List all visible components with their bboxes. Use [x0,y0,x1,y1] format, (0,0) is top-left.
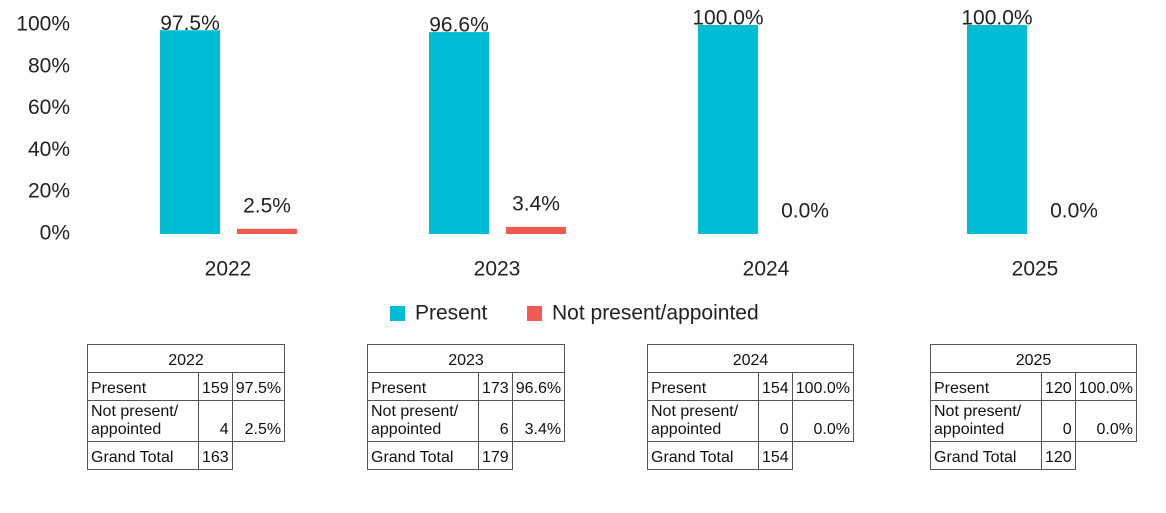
legend-label: Present [415,302,488,325]
row-label: Not present/ appointed [367,400,479,442]
table-cell: 173 [478,372,513,401]
row-label: Present [930,372,1042,401]
chart: 0% 20% 40% 60% 80% 100% 2022 97.5% 2.5% 2023 96.6%… [16,7,1098,325]
row-label: Not present/ appointed [930,400,1042,442]
row-label: Grand Total [87,441,199,470]
table-row: Not present/ appointed 4 2.5% [87,400,286,442]
table-row: Present 173 96.6% [367,372,566,401]
table-title: 2023 [366,344,566,373]
data-label: 0.0% [781,200,829,223]
table-cell: 120 [1041,441,1076,470]
data-label: 2.5% [243,194,291,217]
data-label: 100.0% [692,7,763,30]
table-cell: 96.6% [511,372,566,401]
table-cell: 2.5% [231,400,286,442]
summary-table: 2025 Present 120 100.0% Not present/ appoint… [930,344,1137,470]
table-row: 2022 [86,344,286,373]
data-label: 96.6% [429,14,489,37]
table-row: Present 154 100.0% [647,372,854,401]
table-cell: 154 [758,372,793,401]
legend-swatch [390,306,405,321]
row-label: Present [87,372,199,401]
y-tick-label: 0% [40,222,70,245]
table-row: Grand Total 179 [367,441,565,470]
table-row: Not present/ appointed 0 0.0% [930,400,1137,442]
x-tick-label: 2024 [743,258,790,281]
row-label: Grand Total [647,441,759,470]
table-title: 2022 [86,344,286,373]
table-row: Grand Total 163 [87,441,285,470]
row-label: Not present/ appointed [647,400,759,442]
x-tick-label: 2023 [474,258,521,281]
data-label: 100.0% [961,7,1032,30]
x-tick-label: 2025 [1012,258,1059,281]
bar [967,25,1027,234]
bar [506,226,566,234]
table-cell: 97.5% [231,372,286,401]
table-row: Not present/ appointed 6 3.4% [367,400,566,442]
table-title: 2024 [647,344,854,373]
legend-label: Not present/appointed [552,302,759,325]
table-row: 2024 [647,344,854,373]
y-tick-label: 100% [16,13,70,36]
table-cell: 100.0% [791,372,854,401]
legend-swatch [527,306,542,321]
table-row: Present 159 97.5% [87,372,286,401]
table-cell: 0 [758,400,793,442]
table-cell: 179 [478,441,513,470]
table-title: 2025 [930,344,1137,373]
row-label: Present [647,372,759,401]
y-tick-label: 60% [28,96,70,119]
data-label: 97.5% [160,12,220,35]
table-row: 2023 [366,344,566,373]
table-cell: 120 [1041,372,1076,401]
table-cell: 159 [198,372,233,401]
table-row: 2025 [930,344,1137,373]
table-cell: 154 [758,441,793,470]
table-cell: 100.0% [1074,372,1137,401]
data-label: 3.4% [512,192,560,215]
table-cell: 3.4% [511,400,566,442]
table-row: Not present/ appointed 0 0.0% [647,400,854,442]
row-label: Not present/ appointed [87,400,199,442]
table-row: Grand Total 154 [647,441,854,470]
table-cell: 0.0% [1074,400,1137,442]
table-row: Present 120 100.0% [930,372,1137,401]
table-cell: 4 [198,400,233,442]
bar [698,25,758,234]
table-cell: 163 [198,441,233,470]
bar [429,32,489,234]
summary-table: 2024 Present 154 100.0% Not present/ appoint… [647,344,854,470]
data-label: 0.0% [1050,200,1098,223]
row-label: Grand Total [930,441,1042,470]
y-tick-label: 80% [28,54,70,77]
x-tick-label: 2022 [205,258,252,281]
summary-table: 2022 Present 159 97.5% Not present/ appointe… [86,344,286,470]
y-tick-label: 40% [28,138,70,161]
y-tick-label: 20% [28,180,70,203]
table-cell: 0 [1041,400,1076,442]
row-label: Present [367,372,479,401]
row-label: Grand Total [367,441,479,470]
summary-table: 2023 Present 173 96.6% Not present/ appointe… [366,344,566,470]
table-cell: 0.0% [791,400,854,442]
bar [160,30,220,234]
table-cell: 6 [478,400,513,442]
bar [237,228,297,234]
table-row: Grand Total 120 [930,441,1137,470]
